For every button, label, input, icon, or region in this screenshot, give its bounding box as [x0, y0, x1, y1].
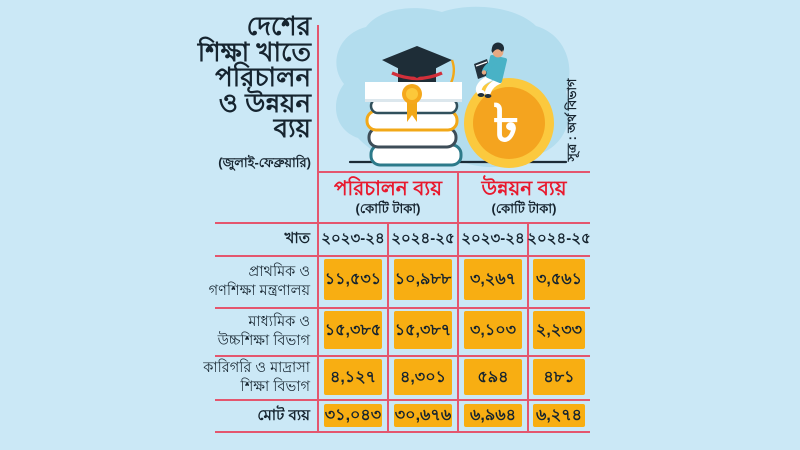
value-text: ৫৯৪ — [477, 368, 509, 386]
column-group-development: উন্নয়ন ব্যয় (কোটি টাকা) — [459, 177, 589, 221]
column-group-unit: (কোটি টাকা) — [355, 201, 421, 216]
value-text: ৩১,০৪৩ — [324, 407, 382, 424]
year-header: ২০২৪-২৫ — [527, 229, 591, 247]
row-label: মাধ্যমিক ও উচ্চশিক্ষা বিভাগ — [217, 314, 310, 349]
value-text: ১০,৯৮৮ — [394, 271, 452, 288]
value-text: ৪,১২৭ — [329, 368, 377, 386]
column-group-label: উন্নয়ন ব্যয় — [481, 178, 567, 200]
reading-person-icon — [474, 42, 507, 98]
taka-symbol: ৳ — [493, 95, 519, 153]
value-text: ৩,৫৬১ — [535, 271, 583, 288]
value-text: ৩,১০৩ — [469, 321, 517, 339]
year-header: ২০২৩-২৪ — [321, 229, 385, 247]
education-illustration: ৳ — [335, 6, 570, 168]
row-label: কারিগরি ও মাদ্রাসা শিক্ষা বিভাগ — [203, 360, 310, 395]
year-header: ২০২৩-২৪ — [461, 229, 525, 247]
value-text: ২,২৩৩ — [535, 321, 583, 339]
table-grid-line — [215, 307, 590, 309]
value-cell: ৩,১০৩ — [464, 311, 522, 349]
row-label: প্রাথমিক ও গণশিক্ষা মন্ত্রণালয় — [208, 264, 310, 299]
row-header-label: খাত — [284, 229, 310, 247]
page-title: দেশের শিক্ষা খাতে পরিচালন ও উন্নয়ন ব্যয… — [197, 11, 311, 143]
table-grid-line — [457, 171, 459, 433]
source-note: সূত্র : অর্থ বিভাগ — [565, 78, 579, 162]
table-grid-line — [527, 222, 529, 433]
value-text: ৬,২৭৪ — [535, 407, 583, 424]
value-text: ১৫,৩৮৫ — [324, 321, 382, 339]
value-cell-total: ৩১,০৪৩ — [324, 404, 382, 427]
value-cell-total: ৬,৯৬৪ — [464, 404, 522, 427]
row-label-total: মোট ব্যয় — [257, 406, 310, 424]
value-cell: ৪৮১ — [533, 359, 585, 395]
table-grid-line — [215, 431, 590, 433]
value-cell: ২,২৩৩ — [533, 311, 585, 349]
value-text: ৬,৯৬৪ — [469, 407, 517, 424]
value-text: ৩,২৬৭ — [469, 271, 517, 288]
table-grid-line — [215, 222, 590, 224]
value-text: ৪৮১ — [543, 368, 575, 386]
value-cell: ৪,৩০১ — [394, 359, 452, 395]
table-grid-line — [215, 255, 590, 257]
table-grid-line — [318, 171, 590, 173]
year-header: ২০২৪-২৫ — [391, 229, 455, 247]
value-text: ১৫,৩৮৭ — [394, 321, 452, 339]
table-grid-line — [317, 25, 319, 433]
column-group-operational: পরিচালন ব্যয় (কোটি টাকা) — [319, 177, 457, 221]
column-group-label: পরিচালন ব্যয় — [333, 178, 442, 200]
value-cell: ১০,৯৮৮ — [394, 259, 452, 300]
title-block: দেশের শিক্ষা খাতে পরিচালন ও উন্নয়ন ব্যয… — [168, 11, 311, 175]
value-cell: ৪,১২৭ — [324, 359, 382, 395]
column-group-unit: (কোটি টাকা) — [491, 201, 557, 216]
certificate-icon — [365, 82, 462, 122]
table-grid-line — [215, 399, 590, 401]
value-cell: ১১,৫৩১ — [324, 259, 382, 300]
table-grid-line — [215, 355, 590, 357]
value-cell: ৩,২৬৭ — [464, 259, 522, 300]
table-grid-line — [387, 222, 389, 433]
value-cell-total: ৩০,৬৭৬ — [394, 404, 452, 427]
value-cell: ৫৯৪ — [464, 359, 522, 395]
value-text: ৩০,৬৭৬ — [394, 407, 452, 424]
value-cell-total: ৬,২৭৪ — [533, 404, 585, 427]
value-text: ১১,৫৩১ — [324, 271, 382, 288]
value-cell: ১৫,৩৮৫ — [324, 311, 382, 349]
value-cell: ৩,৫৬১ — [533, 259, 585, 300]
value-cell: ১৫,৩৮৭ — [394, 311, 452, 349]
period-label: (জুলাই-ফেব্রুয়ারি) — [218, 154, 311, 170]
taka-coin-icon: ৳ — [464, 78, 554, 168]
value-text: ৪,৩০১ — [399, 368, 447, 386]
